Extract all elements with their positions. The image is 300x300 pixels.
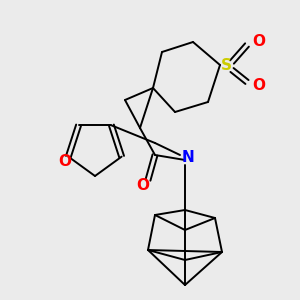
Text: O: O bbox=[58, 154, 71, 169]
Text: S: S bbox=[220, 58, 232, 73]
Text: O: O bbox=[253, 77, 266, 92]
Text: O: O bbox=[136, 178, 149, 194]
Text: N: N bbox=[182, 149, 194, 164]
Text: O: O bbox=[253, 34, 266, 50]
